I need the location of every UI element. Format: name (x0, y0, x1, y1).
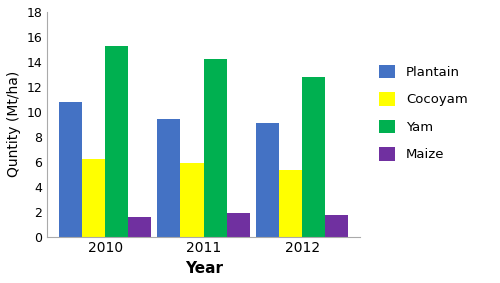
Bar (105, 46, 128, 237)
Bar (204, 59, 227, 237)
Bar (82, 159, 105, 237)
Bar (325, 215, 348, 237)
Bar (128, 217, 152, 237)
Bar (59, 102, 82, 237)
Bar (158, 119, 180, 237)
Y-axis label: Quntity (Mt/ha): Quntity (Mt/ha) (7, 71, 21, 177)
Bar (227, 213, 250, 237)
X-axis label: Year: Year (184, 261, 222, 276)
Bar (302, 77, 325, 237)
Bar (180, 163, 204, 237)
Legend: Plantain, Cocoyam, Yam, Maize: Plantain, Cocoyam, Yam, Maize (373, 58, 474, 168)
Bar (256, 123, 279, 237)
Bar (279, 170, 302, 237)
